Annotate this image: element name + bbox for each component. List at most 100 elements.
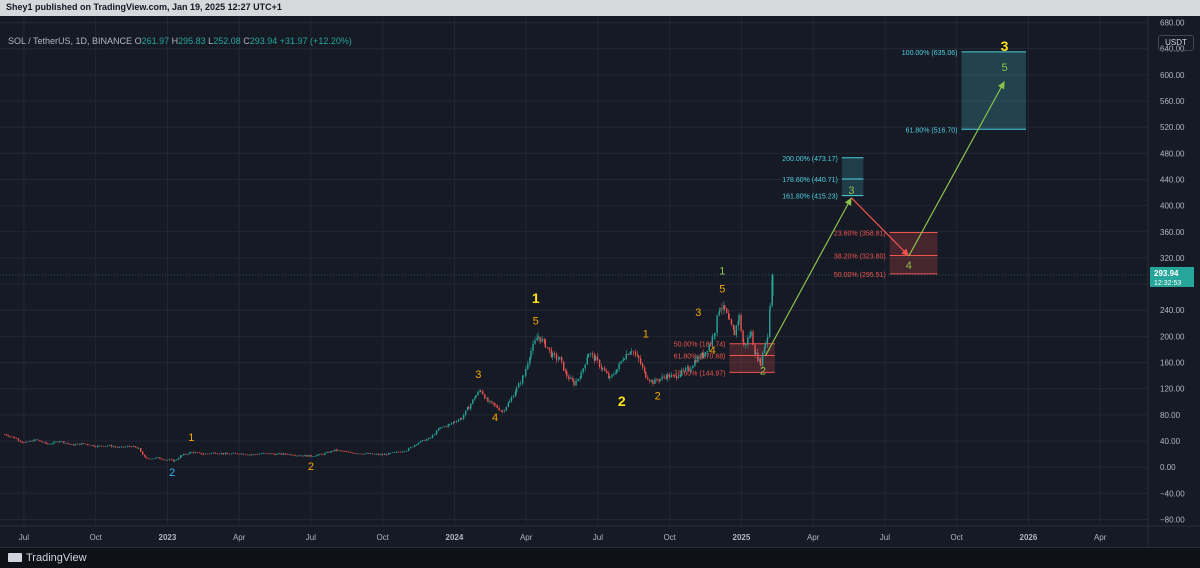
candle-body — [573, 381, 575, 386]
wave-label: 1 — [532, 290, 540, 306]
time-tick-label: 2023 — [159, 533, 177, 542]
candle-body — [342, 450, 344, 452]
candle-body — [503, 410, 505, 412]
candle-body — [130, 446, 133, 448]
candle-body — [260, 453, 262, 455]
currency-button[interactable]: USDT — [1158, 35, 1194, 51]
candle-body — [695, 360, 697, 363]
candle-body — [157, 457, 159, 458]
candle-body — [666, 374, 668, 379]
price-tick-label: 400.00 — [1160, 202, 1185, 211]
fib-level-label: 23.60% (358.81) — [834, 231, 886, 238]
candle-body — [737, 321, 740, 326]
candle-body — [27, 441, 29, 443]
candle-body — [49, 444, 51, 445]
candle-body — [548, 347, 551, 350]
countdown-label: 12:32:53 — [1154, 280, 1181, 287]
candle-body — [505, 406, 508, 411]
candle-body — [435, 430, 438, 435]
candle-body — [310, 455, 312, 457]
candle-body — [144, 454, 146, 457]
candle-body — [400, 451, 402, 453]
high-label: H — [171, 36, 179, 46]
candle-body — [63, 441, 65, 444]
candle-body — [354, 453, 356, 454]
candle-body — [296, 455, 298, 457]
candle-body — [645, 371, 647, 378]
candle-body — [694, 360, 696, 366]
candle-body — [159, 457, 161, 459]
candle-body — [145, 456, 147, 459]
candle-body — [124, 446, 127, 448]
candle-body — [220, 453, 223, 454]
candle-body — [584, 364, 586, 369]
candle-body — [433, 434, 436, 436]
candle-body — [521, 375, 524, 384]
candle-body — [358, 453, 360, 455]
candle-body — [534, 340, 536, 344]
candle-body — [187, 453, 189, 455]
candle-body — [224, 453, 227, 455]
candle-body — [750, 331, 752, 337]
candle-body — [25, 441, 27, 443]
tradingview-logo: TradingView — [8, 552, 87, 564]
candle-body — [290, 454, 292, 456]
projection-arrow — [764, 197, 852, 357]
candle-body — [395, 451, 398, 453]
candle-body — [138, 448, 140, 449]
candle-body — [732, 324, 735, 330]
candle-body — [10, 436, 12, 438]
candle-body — [89, 444, 91, 446]
candle-body — [690, 368, 692, 371]
candle-body — [767, 336, 769, 340]
candle-body — [654, 379, 656, 384]
wave-label: 5 — [533, 315, 539, 327]
candle-body — [356, 453, 358, 455]
candle-body — [589, 353, 592, 355]
candle-body — [170, 459, 173, 461]
fib-level-label: 100.00% (635.06) — [902, 50, 958, 57]
candle-body — [324, 453, 326, 455]
time-tick-label: Oct — [89, 533, 102, 542]
candle-body — [684, 368, 687, 371]
wave-label: 2 — [169, 467, 175, 479]
candle-body — [661, 376, 663, 379]
candle-body — [627, 354, 629, 355]
candle-body — [733, 329, 735, 336]
candle-body — [679, 374, 682, 377]
candle-body — [615, 372, 617, 375]
candle-body — [262, 452, 264, 454]
candle-body — [759, 358, 761, 361]
candle-body — [594, 356, 597, 361]
candle-body — [165, 459, 167, 461]
candle-body — [600, 366, 603, 369]
candle-body — [57, 441, 59, 443]
candle-body — [479, 390, 481, 392]
candle-body — [240, 453, 242, 455]
price-tick-label: 80.00 — [1160, 411, 1181, 420]
candle-body — [132, 446, 135, 447]
candle-body — [172, 459, 175, 462]
candle-body — [258, 453, 260, 455]
chart-area[interactable]: 680.00 640.00 600.00 560.00 520.00 480.00 440.… — [0, 16, 1200, 547]
close-label: C — [243, 36, 250, 46]
time-tick-label: 2025 — [733, 533, 751, 542]
candle-body — [242, 453, 244, 455]
candle-body — [110, 445, 113, 447]
candle-body — [33, 439, 35, 442]
candle-body — [517, 383, 520, 388]
candle-body — [417, 442, 420, 445]
candle-body — [298, 455, 300, 457]
candle-body — [477, 391, 479, 396]
candle-body — [407, 448, 410, 451]
candle-body — [43, 442, 45, 443]
candle-body — [735, 325, 737, 336]
candle-body — [246, 454, 248, 456]
candle-body — [677, 376, 680, 379]
candle-body — [494, 404, 496, 406]
candle-body — [598, 359, 601, 367]
price-chart[interactable]: 680.00640.00600.00560.00520.00480.00440.… — [0, 16, 1200, 547]
candle-body — [764, 343, 767, 348]
price-tick-label: 520.00 — [1160, 123, 1185, 132]
candle-body — [512, 396, 515, 398]
